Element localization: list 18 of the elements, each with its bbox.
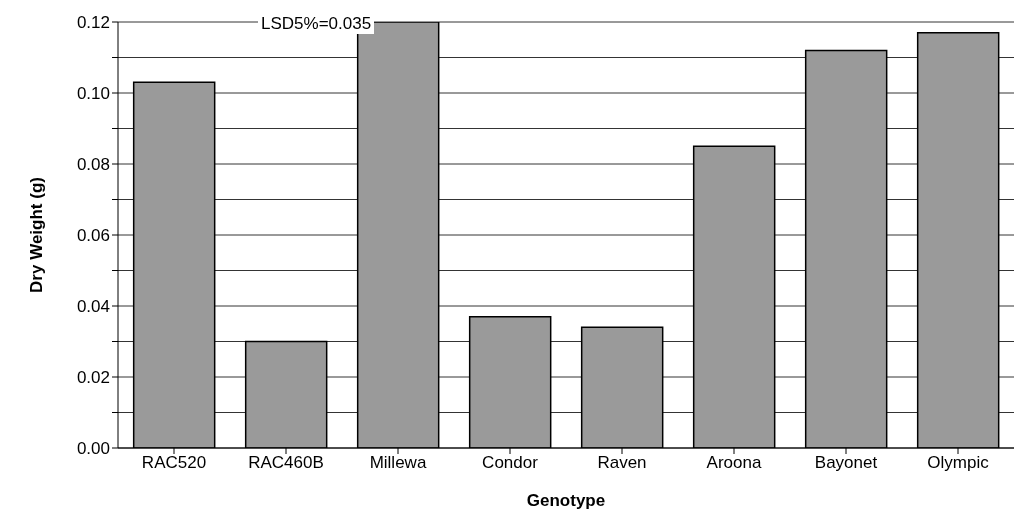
x-tick-label: Raven: [597, 453, 647, 473]
x-tick-label: RAC520: [141, 453, 207, 473]
y-tick-label: 0.04: [76, 297, 110, 317]
y-tick-label: 0.10: [76, 84, 110, 104]
x-axis-title: Genotype: [526, 491, 606, 510]
x-tick-label: RAC460B: [248, 453, 324, 473]
annotation: LSD5%=0.035: [258, 14, 375, 34]
y-tick-label: 0.06: [76, 226, 110, 246]
y-tick-label: 0.00: [76, 439, 110, 459]
x-tick-label: Condor: [482, 453, 539, 473]
y-tick-label: 0.08: [76, 155, 110, 175]
y-tick-label: 0.12: [76, 13, 110, 33]
x-tick-label: Olympic: [927, 453, 990, 473]
x-tick-label: Aroona: [706, 453, 762, 473]
x-tick-label: Bayonet: [814, 453, 878, 473]
y-axis-title: Dry Weight (g): [27, 177, 47, 293]
x-tick-label: Millewa: [369, 453, 427, 473]
y-tick-label: 0.02: [76, 368, 110, 388]
